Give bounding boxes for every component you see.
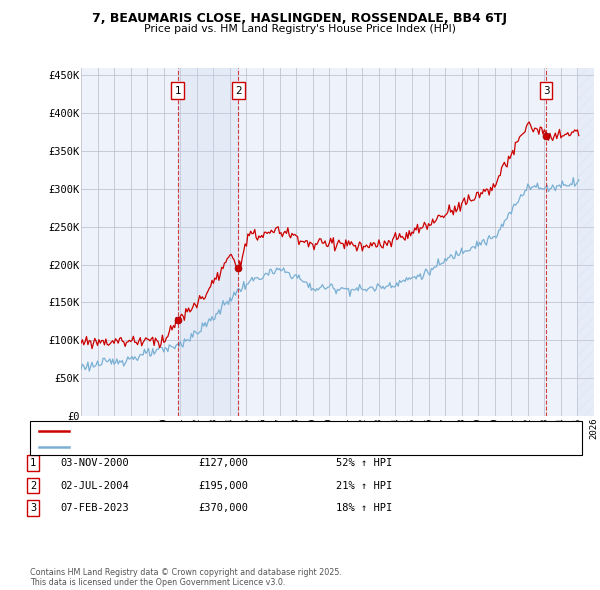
Text: 18% ↑ HPI: 18% ↑ HPI: [336, 503, 392, 513]
Text: 2: 2: [235, 86, 242, 96]
Bar: [577, 68, 600, 416]
Text: Price paid vs. HM Land Registry's House Price Index (HPI): Price paid vs. HM Land Registry's House …: [144, 24, 456, 34]
Text: 1: 1: [30, 458, 36, 468]
Text: 3: 3: [30, 503, 36, 513]
Text: 3: 3: [542, 86, 550, 96]
Text: 03-NOV-2000: 03-NOV-2000: [60, 458, 129, 468]
Text: 1: 1: [175, 86, 181, 96]
Text: Contains HM Land Registry data © Crown copyright and database right 2025.
This d: Contains HM Land Registry data © Crown c…: [30, 568, 342, 587]
Text: 52% ↑ HPI: 52% ↑ HPI: [336, 458, 392, 468]
Text: 02-JUL-2004: 02-JUL-2004: [60, 481, 129, 490]
Text: 07-FEB-2023: 07-FEB-2023: [60, 503, 129, 513]
Text: 7, BEAUMARIS CLOSE, HASLINGDEN, ROSSENDALE, BB4 6TJ: 7, BEAUMARIS CLOSE, HASLINGDEN, ROSSENDA…: [92, 12, 508, 25]
Text: 21% ↑ HPI: 21% ↑ HPI: [336, 481, 392, 490]
Text: 2: 2: [30, 481, 36, 490]
Text: 7, BEAUMARIS CLOSE, HASLINGDEN, ROSSENDALE, BB4 6TJ (detached house): 7, BEAUMARIS CLOSE, HASLINGDEN, ROSSENDA…: [75, 426, 456, 436]
Text: £195,000: £195,000: [198, 481, 248, 490]
Text: £127,000: £127,000: [198, 458, 248, 468]
Bar: [178, 68, 238, 416]
Text: HPI: Average price, detached house, Rossendale: HPI: Average price, detached house, Ross…: [75, 442, 311, 452]
Text: £370,000: £370,000: [198, 503, 248, 513]
